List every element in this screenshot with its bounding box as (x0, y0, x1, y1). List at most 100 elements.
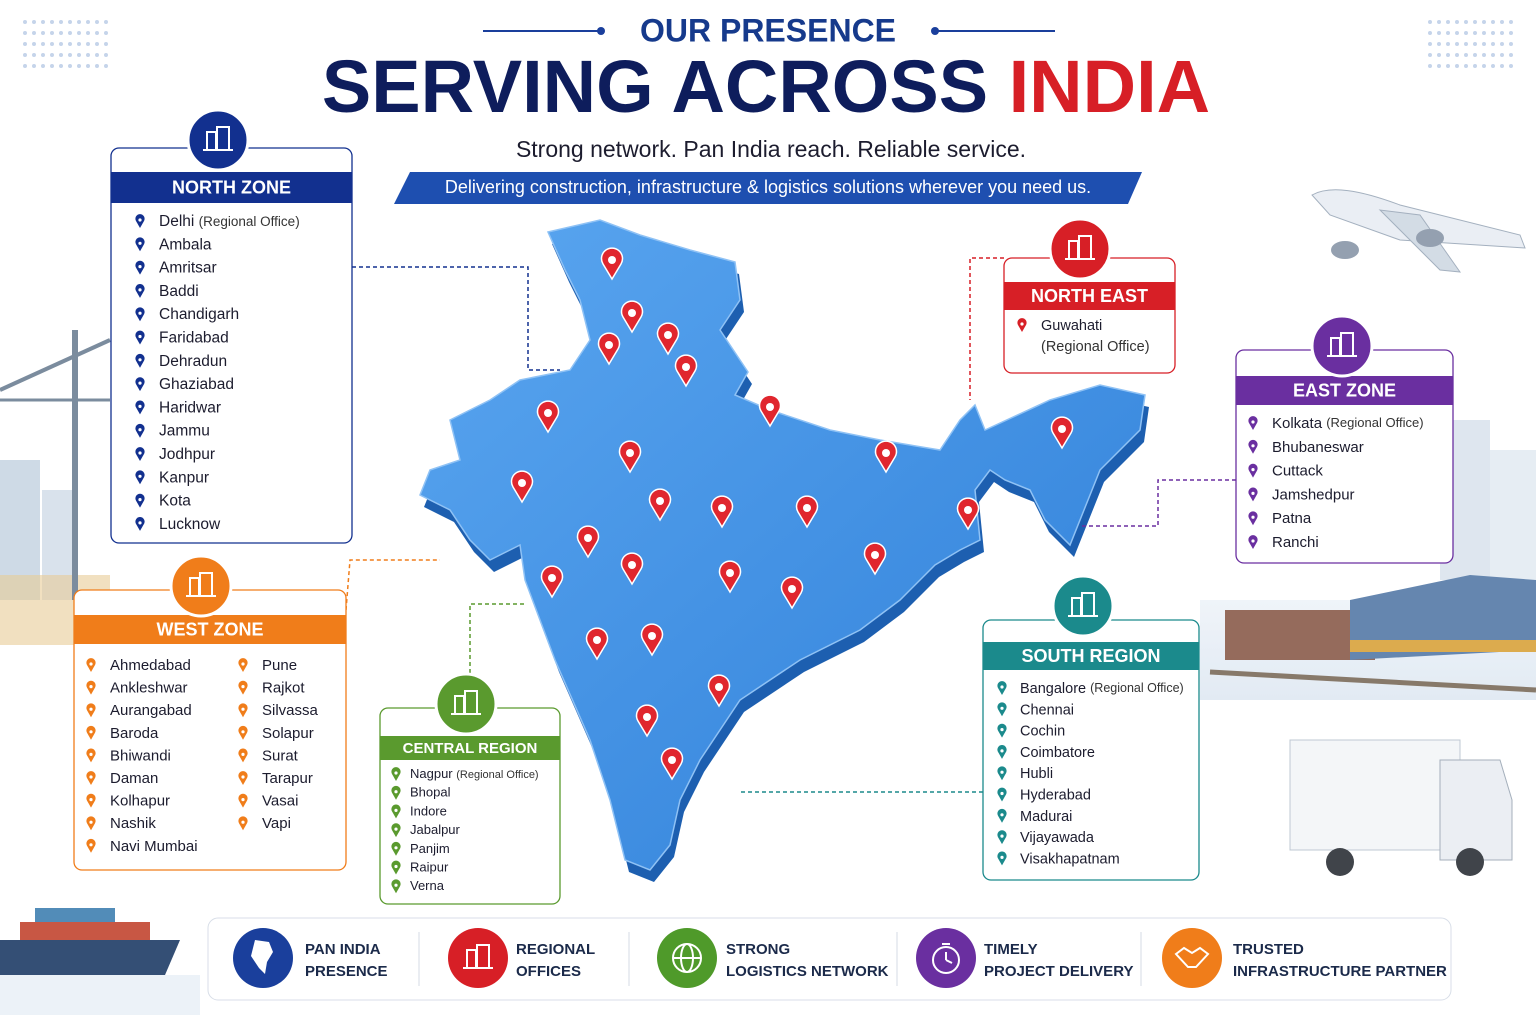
feature-line: TIMELY (984, 941, 1038, 958)
location-name: Raipur (410, 860, 449, 875)
location: Coimbatore (1020, 745, 1095, 761)
dot (41, 31, 45, 35)
location-pin-dot (626, 449, 634, 457)
location-marker-dot (138, 218, 142, 222)
location: Guwahati (1041, 318, 1102, 334)
location-marker-dot (394, 827, 398, 831)
dot (68, 20, 72, 24)
location: Solapur (262, 725, 314, 742)
location-note: (Regional Office) (1326, 415, 1423, 430)
dot (1455, 20, 1459, 24)
zone-title: WEST ZONE (157, 619, 264, 639)
feature-line: TRUSTED (1233, 941, 1304, 958)
location: Jodhpur (159, 446, 215, 463)
tagline: Strong network. Pan India reach. Reliabl… (516, 136, 1026, 162)
location-pin-dot (682, 363, 690, 371)
location: Navi Mumbai (110, 838, 198, 855)
map-land (419, 219, 1146, 871)
location: Chennai (1020, 702, 1074, 718)
location-name: Chandigarh (159, 306, 239, 323)
dot (104, 20, 108, 24)
zone-box (110, 147, 353, 544)
dot (1500, 20, 1504, 24)
dot (32, 64, 36, 68)
zone-header-bg (1236, 376, 1453, 405)
location-name: Jabalpur (410, 823, 461, 838)
zone-card: WEST ZONE Ahmedabad Ankleshwar Aurangabad Ba… (73, 554, 347, 871)
location-marker-dot (138, 288, 142, 292)
dot (1509, 53, 1513, 57)
dot (1473, 31, 1477, 35)
location-marker-dot (1000, 855, 1004, 860)
dot (23, 20, 27, 24)
location-name: Panjim (410, 841, 450, 856)
zone-card: NORTH ZONE Delhi (Regional Office) Ambala A… (110, 108, 353, 544)
location: Haridwar (159, 399, 221, 416)
location-marker-dot (89, 775, 93, 779)
icon-glyph (251, 940, 273, 974)
dot (1437, 31, 1441, 35)
decor-dots (23, 20, 1513, 68)
dot (1491, 64, 1495, 68)
dot (1491, 42, 1495, 46)
dot (1428, 31, 1432, 35)
location-marker-dot (89, 662, 93, 666)
location: Ankleshwar (110, 680, 188, 697)
location-name: Jammu (159, 423, 210, 440)
icon-glyph (1174, 946, 1210, 968)
dot (104, 31, 108, 35)
dot (77, 20, 81, 24)
location: Rajkot (262, 680, 305, 697)
location-name: Visakhapatnam (1020, 851, 1120, 867)
dot (50, 31, 54, 35)
location: Delhi (Regional Office) (159, 213, 300, 230)
location-name: Bhiwandi (110, 747, 171, 764)
location-marker-dot (1000, 685, 1004, 689)
dot (1437, 64, 1441, 68)
location-pin-dot (548, 574, 556, 582)
location: Ahmedabad (110, 657, 191, 674)
rule-dot (597, 27, 605, 35)
dot (50, 64, 54, 68)
location-note: (Regional Office) (199, 214, 300, 229)
dot (77, 64, 81, 68)
location-name: Baroda (110, 725, 159, 742)
dot (23, 42, 27, 46)
location-pin-dot (718, 504, 726, 512)
location: Dehradun (159, 353, 227, 370)
location-marker-dot (394, 790, 398, 794)
location-pin-dot (608, 256, 616, 264)
location: Bangalore (Regional Office) (1020, 681, 1184, 697)
dot (32, 53, 36, 57)
location: Ghaziabad (159, 376, 234, 393)
location-marker-dot (138, 474, 142, 478)
dot (1509, 42, 1513, 46)
dot (32, 31, 36, 35)
dot (68, 31, 72, 35)
location-marker-dot (89, 820, 93, 824)
location-pin-dot (803, 504, 811, 512)
dot (86, 42, 90, 46)
location-note: (Regional Office) (1090, 681, 1184, 695)
dot (1464, 53, 1468, 57)
zone-title: EAST ZONE (1293, 380, 1396, 400)
location-marker-dot (1000, 706, 1004, 710)
dot (59, 53, 63, 57)
location-pin-dot (871, 551, 879, 559)
dot (1491, 53, 1495, 57)
feature-line: PAN INDIA (305, 941, 381, 958)
dot (1464, 31, 1468, 35)
dot (1491, 20, 1495, 24)
location: Aurangabad (110, 702, 192, 719)
dot (77, 42, 81, 46)
location: Lucknow (159, 516, 221, 533)
dot (1500, 42, 1504, 46)
location: Chandigarh (159, 306, 239, 323)
location-marker-dot (1251, 515, 1255, 519)
location-marker-dot (89, 798, 93, 802)
rule-dot (931, 27, 939, 35)
location-marker-dot (1251, 444, 1255, 448)
dot (1473, 64, 1477, 68)
eyebrow: OUR PRESENCE (640, 12, 896, 48)
